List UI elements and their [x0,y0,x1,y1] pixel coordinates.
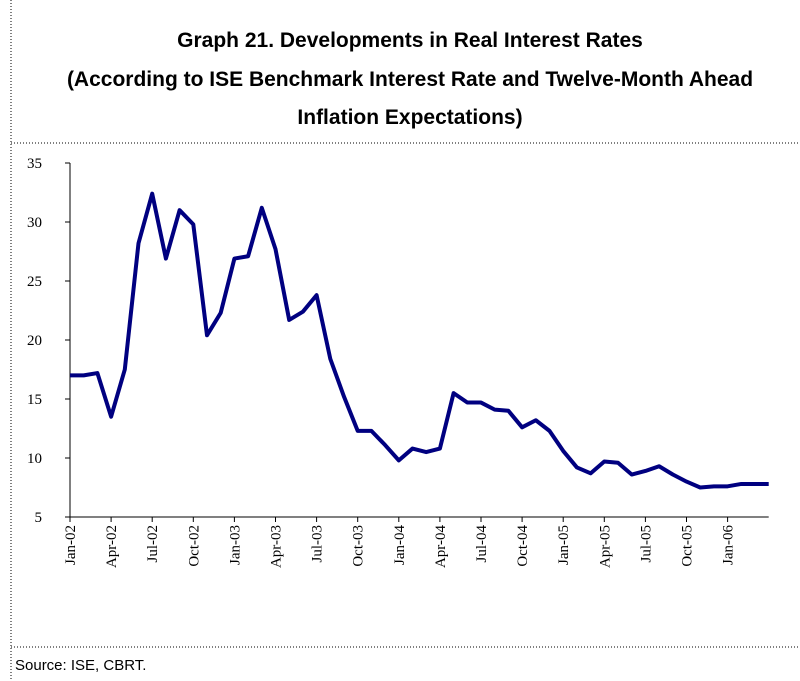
y-tick-label: 15 [27,392,42,408]
x-tick-label: Oct-04 [515,525,531,567]
y-tick-label: 25 [27,274,42,290]
x-tick-label: Jan-03 [227,525,243,565]
y-tick-label: 35 [27,156,42,172]
y-tick-label: 5 [35,510,43,526]
x-tick-label: Apr-05 [597,525,613,568]
x-tick-label: Oct-05 [680,525,696,567]
chart-title: Graph 21. Developments in Real Interest … [177,29,643,52]
x-tick-label: Jan-04 [392,525,408,565]
x-tick-label: Jul-03 [310,525,326,563]
x-tick-label: Apr-02 [104,525,120,568]
x-tick-label: Apr-04 [433,525,449,569]
x-tick-label: Jan-02 [63,525,79,565]
x-tick-label: Jul-04 [474,525,490,563]
x-tick-label: Jul-05 [638,525,654,563]
y-tick-label: 30 [27,215,42,231]
series-line [70,191,769,490]
x-tick-label: Jul-02 [145,525,161,563]
x-tick-label: Jan-05 [556,525,572,565]
x-tick-label: Oct-03 [351,525,367,567]
chart-title: Inflation Expectations) [297,106,522,129]
chart-title: (According to ISE Benchmark Interest Rat… [67,68,753,91]
x-tick-label: Apr-03 [269,525,285,568]
x-tick-label: Oct-02 [186,525,202,567]
source: Source: ISE, CBRT. [15,657,146,674]
y-tick-label: 10 [27,451,42,467]
x-tick-label: Jan-06 [721,525,737,565]
y-tick-label: 20 [27,333,42,349]
